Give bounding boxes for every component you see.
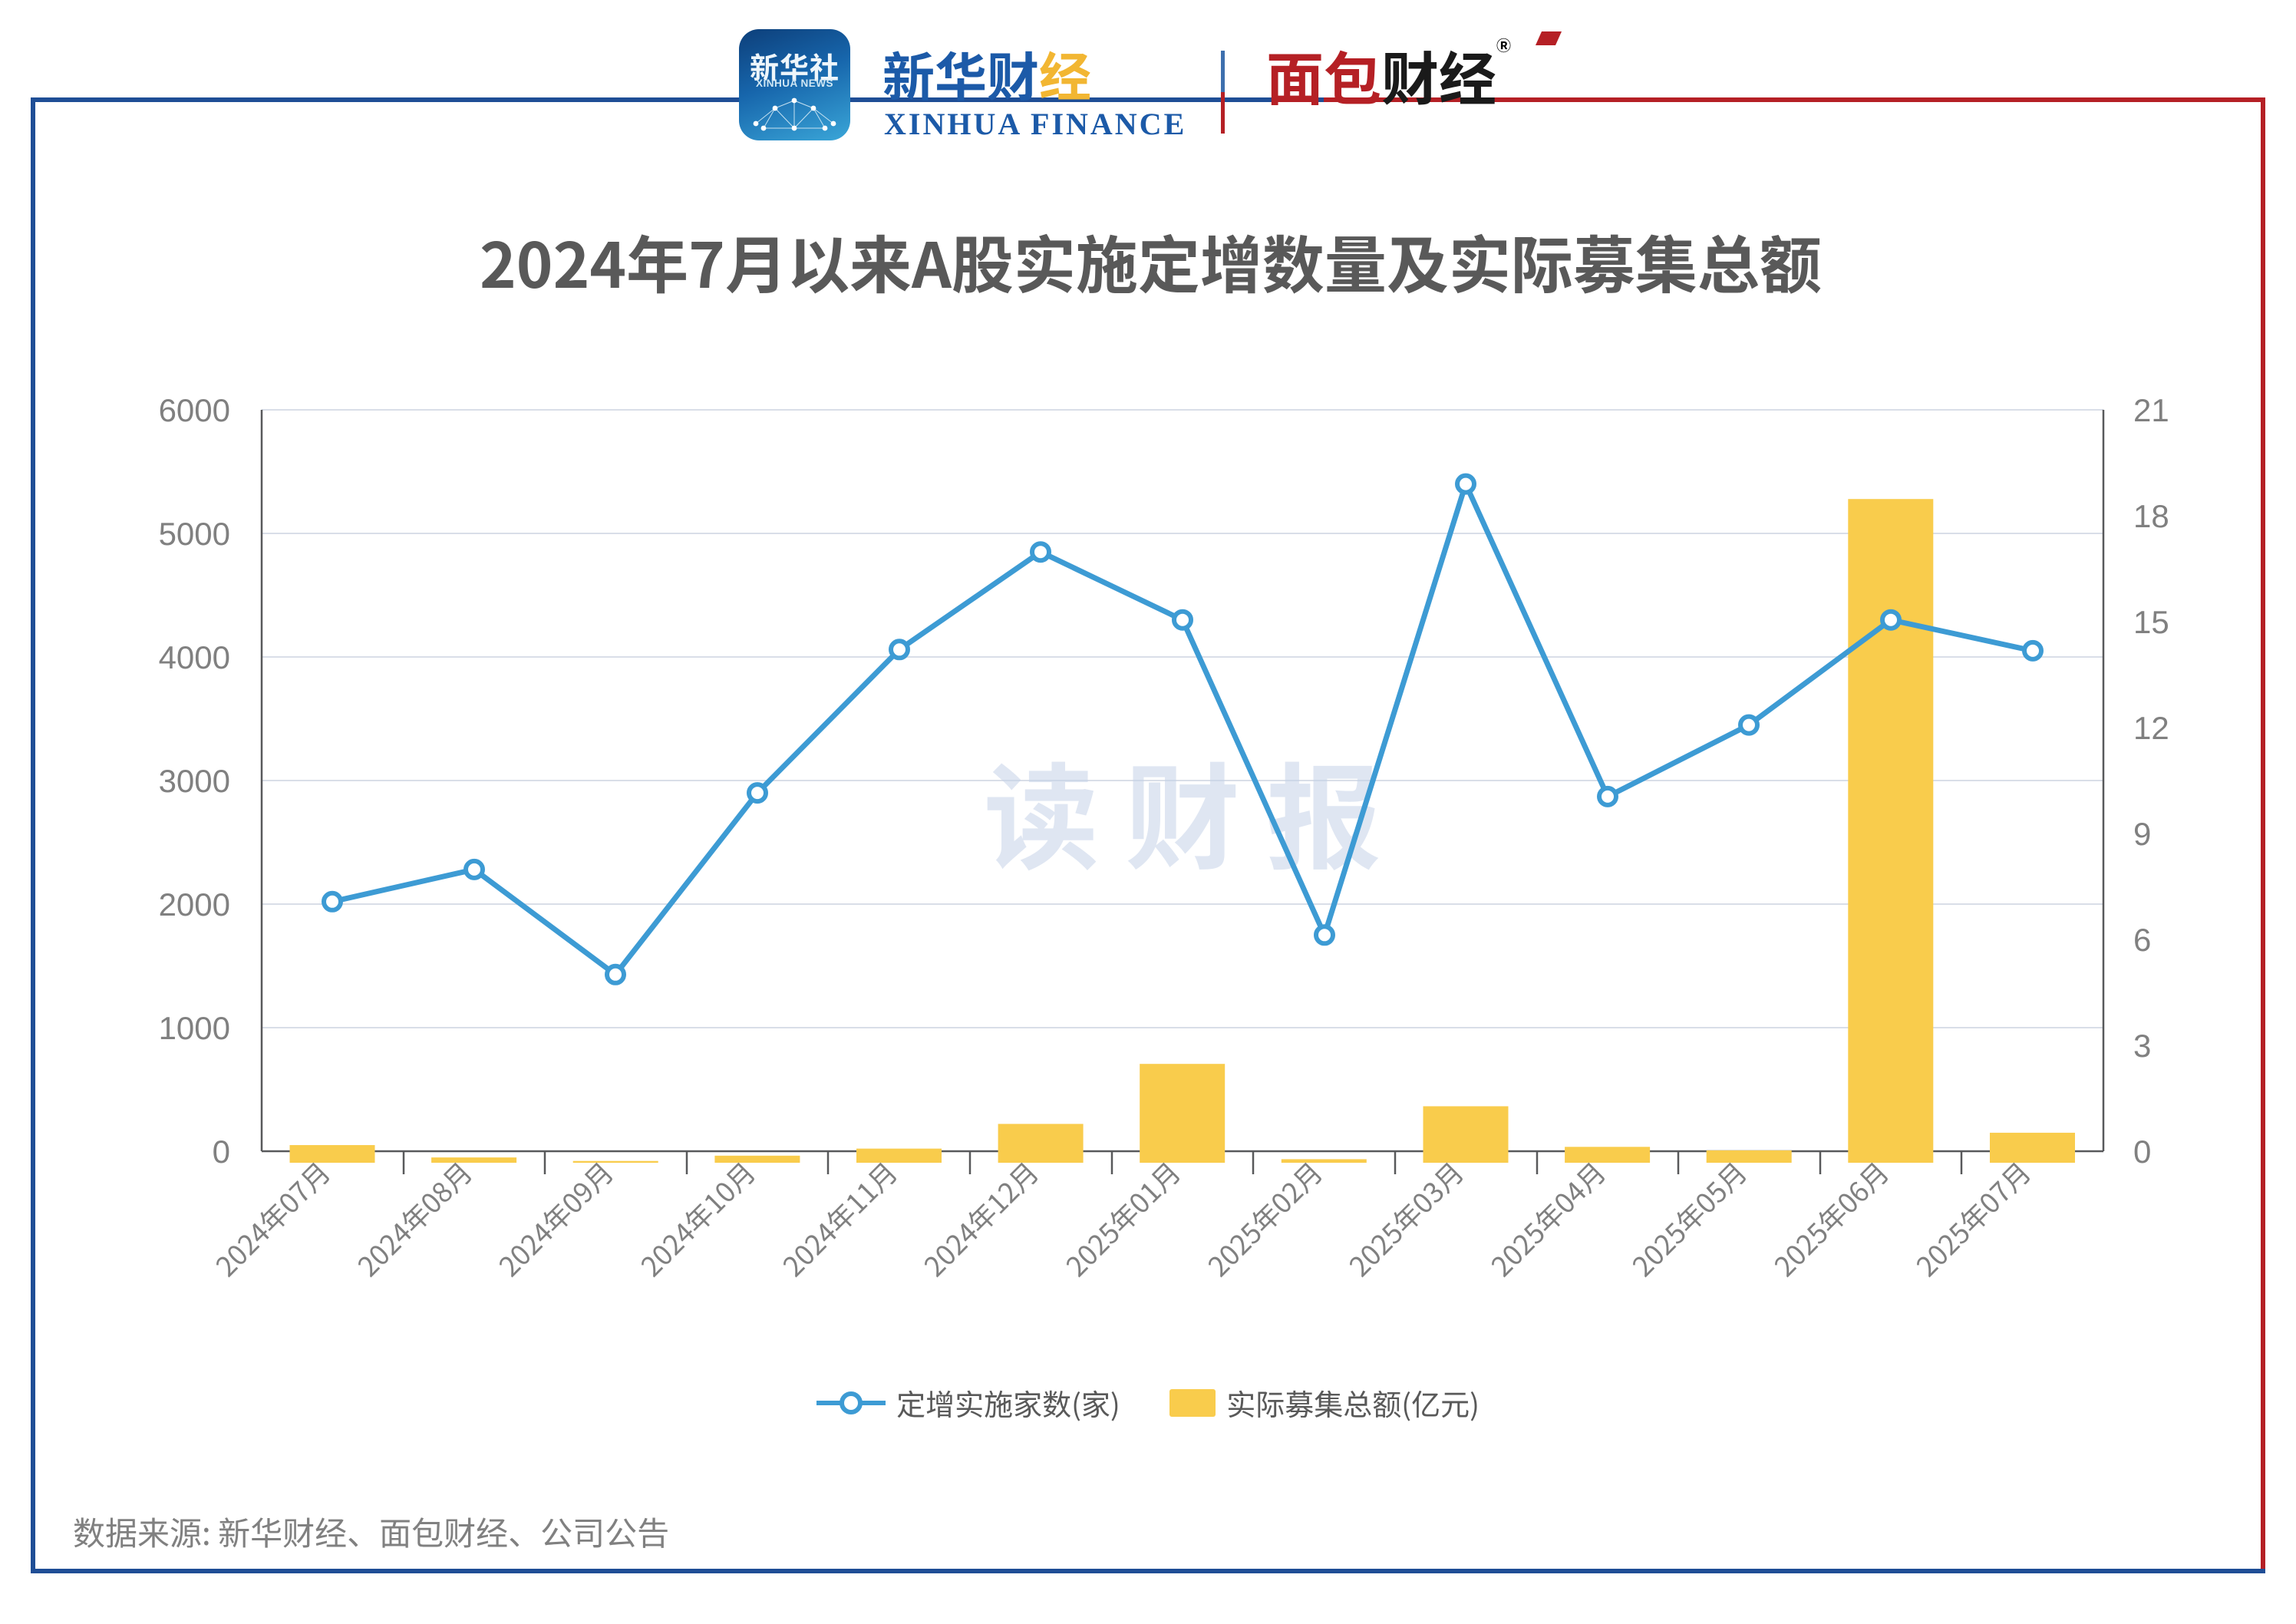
svg-text:12: 12 bbox=[2133, 710, 2169, 746]
svg-text:2025年01月: 2025年01月 bbox=[1056, 1152, 1188, 1284]
svg-text:2024年09月: 2024年09月 bbox=[489, 1152, 621, 1284]
svg-text:2025年07月: 2025年07月 bbox=[1906, 1152, 2038, 1284]
svg-text:2024年12月: 2024年12月 bbox=[914, 1152, 1046, 1284]
svg-text:2025年04月: 2025年04月 bbox=[1481, 1152, 1613, 1284]
svg-text:0: 0 bbox=[213, 1134, 230, 1170]
svg-text:2000: 2000 bbox=[159, 886, 230, 923]
svg-text:2025年03月: 2025年03月 bbox=[1339, 1152, 1471, 1284]
svg-text:2025年06月: 2025年06月 bbox=[1764, 1152, 1896, 1284]
svg-text:2024年11月: 2024年11月 bbox=[773, 1152, 905, 1284]
svg-text:1000: 1000 bbox=[159, 1010, 230, 1046]
svg-text:6: 6 bbox=[2133, 922, 2151, 958]
svg-text:6000: 6000 bbox=[159, 392, 230, 428]
svg-text:3: 3 bbox=[2133, 1028, 2151, 1064]
svg-text:读 财 报: 读 财 报 bbox=[984, 727, 1381, 893]
svg-text:2025年05月: 2025年05月 bbox=[1622, 1152, 1754, 1284]
svg-text:9: 9 bbox=[2133, 816, 2151, 852]
svg-text:0: 0 bbox=[2133, 1134, 2151, 1170]
svg-text:2024年07月: 2024年07月 bbox=[206, 1152, 338, 1284]
svg-text:3000: 3000 bbox=[159, 763, 230, 799]
svg-text:2024年08月: 2024年08月 bbox=[348, 1152, 480, 1284]
svg-text:5000: 5000 bbox=[159, 516, 230, 552]
svg-text:21: 21 bbox=[2133, 392, 2169, 428]
svg-text:2024年10月: 2024年10月 bbox=[631, 1152, 763, 1284]
svg-text:18: 18 bbox=[2133, 498, 2169, 534]
svg-text:15: 15 bbox=[2133, 604, 2169, 640]
svg-text:2025年02月: 2025年02月 bbox=[1198, 1152, 1330, 1284]
svg-text:4000: 4000 bbox=[159, 639, 230, 675]
